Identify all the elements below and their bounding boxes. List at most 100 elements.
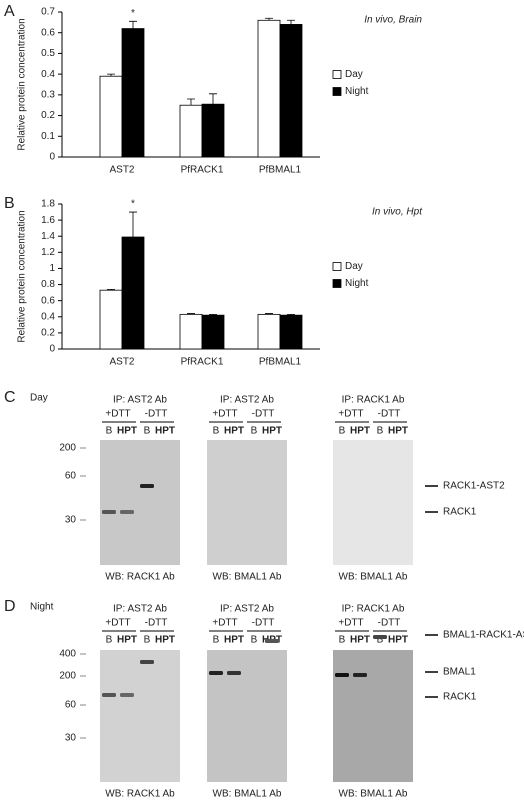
lane-label: HPT [155,426,175,437]
band [102,693,116,697]
legend-label: Night [345,86,369,97]
lane-label: HPT [262,426,282,437]
blot-image [207,440,287,565]
band [373,635,387,639]
condition-label: Day [30,393,48,404]
blot-image [207,650,287,782]
band-label: BMAL1-RACK1-AST2 [443,630,524,641]
wb-label: WB: BMAL1 Ab [213,789,282,800]
error-bar [287,313,295,316]
bar [201,103,225,158]
mw-marker: 200 [59,671,76,682]
wb-label: WB: BMAL1 Ab [213,572,282,583]
lane-label: B [213,635,220,646]
legend-label: Day [345,261,363,272]
error-bar [107,288,115,291]
x-tick-label: PfRACK1 [181,357,224,368]
x-tick-label: AST2 [109,165,134,176]
legend-label: Day [345,69,363,80]
lane-label: HPT [155,635,175,646]
ip-label: IP: RACK1 Ab [342,395,405,406]
y-tick-label: 0.2 [41,328,55,339]
dtt-label: -DTT [252,409,275,420]
dtt-label: -DTT [378,618,401,629]
band [140,484,154,488]
band [335,673,349,677]
condition-label: Night [30,602,54,613]
lane-label: B [339,635,346,646]
panel-label: D [4,598,16,615]
panel-label: B [4,195,15,212]
band-label: RACK1 [443,507,477,518]
x-tick-label: PfBMAL1 [259,357,302,368]
x-tick-label: PfRACK1 [181,165,224,176]
lane-label: HPT [117,426,137,437]
lane-label: HPT [224,426,244,437]
legend-swatch [332,87,342,96]
dtt-label: +DTT [338,618,363,629]
band [265,639,279,643]
mw-marker: 30 [65,515,77,526]
mw-marker: 60 [65,700,77,711]
band [102,510,116,514]
dtt-label: -DTT [145,409,168,420]
blot-image [100,650,180,782]
error-bar [129,20,137,29]
bar [257,313,281,350]
mw-marker: 60 [65,471,77,482]
y-tick-label: 1.6 [41,215,55,226]
lane-label: B [144,426,151,437]
lane-label: B [144,635,151,646]
dtt-label: -DTT [145,618,168,629]
lane-label: HPT [388,635,408,646]
y-tick-label: 0.6 [41,27,55,38]
legend-swatch [332,262,342,271]
lane-label: B [106,635,113,646]
error-bar [265,17,273,21]
wb-label: WB: RACK1 Ab [105,789,175,800]
ip-label: IP: AST2 Ab [113,395,167,406]
lane-label: HPT [350,635,370,646]
band-label: RACK1 [443,692,477,703]
error-bar [209,313,217,316]
y-tick-label: 0 [49,152,55,163]
wb-label: WB: RACK1 Ab [105,572,175,583]
y-tick-label: 0.8 [41,279,55,290]
error-bar [129,211,137,238]
bar [279,314,303,350]
dtt-label: -DTT [378,409,401,420]
y-tick-label: 1.2 [41,247,55,258]
lane-label: B [213,426,220,437]
legend-swatch [332,279,342,288]
y-tick-label: 1.8 [41,199,55,210]
dtt-label: +DTT [212,618,237,629]
dtt-label: +DTT [105,409,130,420]
dtt-label: +DTT [212,409,237,420]
bar [179,104,203,158]
dtt-label: -DTT [252,618,275,629]
annotation: In vivo, Brain [364,15,422,26]
mw-marker: 30 [65,733,77,744]
bar [121,28,145,158]
band [120,510,134,514]
y-tick-label: 0 [49,344,55,355]
y-tick-label: 1.4 [41,231,55,242]
bar [121,236,145,350]
lane-label: HPT [350,426,370,437]
x-tick-label: AST2 [109,357,134,368]
lane-label: B [106,426,113,437]
y-tick-label: 0.6 [41,295,55,306]
legend-swatch [332,70,342,79]
band [209,671,223,675]
y-axis-label: Relative protein concentration [17,18,28,150]
lane-label: B [377,426,384,437]
blot-image [100,440,180,565]
panel-label: A [4,3,15,20]
wb-label: WB: BMAL1 Ab [339,572,408,583]
bar [99,289,123,350]
band [120,693,134,697]
y-tick-label: 0.4 [41,311,55,322]
ip-label: IP: AST2 Ab [220,604,274,615]
band [140,660,154,664]
